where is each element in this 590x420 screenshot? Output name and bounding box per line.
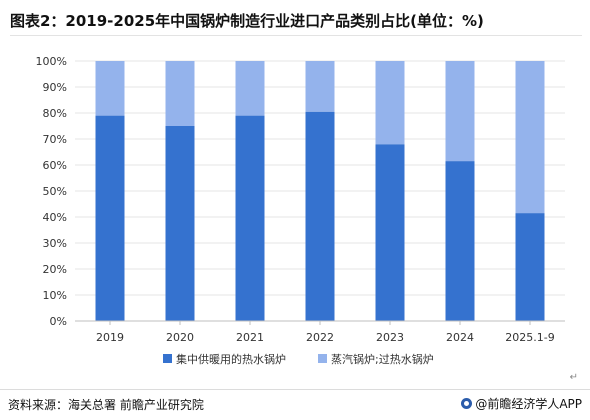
bar-segment-hot-water-boiler xyxy=(235,115,265,321)
x-tick-label: 2025.1-9 xyxy=(505,331,554,344)
source-note: 资料来源：海关总署 前瞻产业研究院 xyxy=(8,398,204,412)
y-tick-label: 90% xyxy=(43,81,67,94)
legend-swatch xyxy=(318,354,327,363)
y-tick-label: 10% xyxy=(43,289,67,302)
legend-label: 蒸汽锅炉;过热水锅炉 xyxy=(331,352,434,366)
bar-segment-steam-boiler xyxy=(235,61,265,116)
bar-segment-hot-water-boiler xyxy=(375,144,405,321)
footer-divider xyxy=(0,389,590,390)
y-tick-label: 60% xyxy=(43,159,67,172)
app-credit-text: @前瞻经济学人APP xyxy=(475,397,582,411)
x-tick-label: 2021 xyxy=(236,331,264,344)
y-tick-label: 50% xyxy=(43,185,67,198)
app-credit: @前瞻经济学人APP xyxy=(461,395,582,412)
x-axis: 2019 2020 2021 2022 2023 2024 2025.1-9 xyxy=(75,320,565,344)
legend-swatch xyxy=(163,354,172,363)
bar-segment-hot-water-boiler xyxy=(515,213,545,321)
bar-segment-hot-water-boiler xyxy=(165,126,195,321)
y-tick-label: 100% xyxy=(36,55,67,68)
x-tick-label: 2022 xyxy=(306,331,334,344)
y-axis: 0% 10% 20% 30% 40% 50% 60% 70% 80% 90% 100% xyxy=(36,55,67,328)
y-tick-label: 40% xyxy=(43,211,67,224)
y-tick-label: 30% xyxy=(43,237,67,250)
stacked-bar-chart: 0%10%20%30%40%50%60%70%80%90%100% 2019 20… xyxy=(36,55,565,366)
bar-segment-steam-boiler xyxy=(165,61,195,126)
y-tick-label: 0% xyxy=(50,315,67,328)
x-tick-label: 2020 xyxy=(166,331,194,344)
y-tick-label: 80% xyxy=(43,107,67,120)
bar-segment-steam-boiler xyxy=(305,61,335,112)
bars xyxy=(95,61,545,321)
bar-segment-steam-boiler xyxy=(375,61,405,145)
bar-segment-hot-water-boiler xyxy=(445,161,475,321)
y-tick-label: 70% xyxy=(43,133,67,146)
bar-segment-hot-water-boiler xyxy=(95,115,125,321)
y-tick-label: 20% xyxy=(43,263,67,276)
bar-segment-steam-boiler xyxy=(515,61,545,214)
bar-segment-steam-boiler xyxy=(445,61,475,162)
x-tick-label: 2023 xyxy=(376,331,404,344)
bar-segment-hot-water-boiler xyxy=(305,111,335,321)
legend: 集中供暖用的热水锅炉 蒸汽锅炉;过热水锅炉 xyxy=(163,352,434,366)
chart-title: 图表2：2019-2025年中国锅炉制造行业进口产品类别占比(单位：%) xyxy=(10,12,484,30)
qianzhan-logo-icon xyxy=(461,398,473,409)
x-tick-label: 2019 xyxy=(96,331,124,344)
x-tick-label: 2024 xyxy=(446,331,474,344)
title-divider xyxy=(10,35,582,36)
legend-label: 集中供暖用的热水锅炉 xyxy=(176,352,286,366)
bar-segment-steam-boiler xyxy=(95,61,125,116)
return-mark: ↵ xyxy=(569,372,578,383)
